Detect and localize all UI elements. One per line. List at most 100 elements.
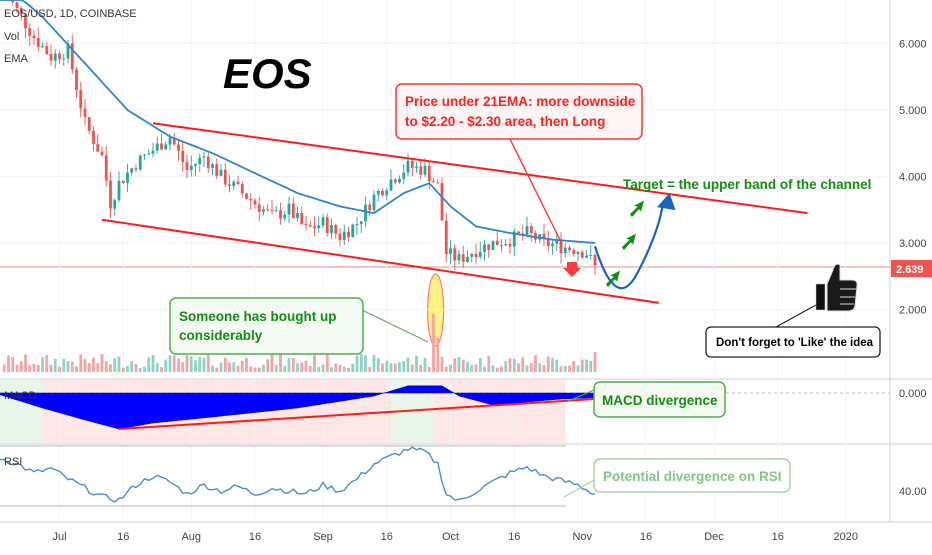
candle-body bbox=[461, 254, 465, 262]
candle-body bbox=[32, 35, 36, 39]
candle-body bbox=[62, 58, 66, 60]
time-tick-label: 16 bbox=[117, 531, 129, 543]
volume-bar bbox=[7, 355, 10, 372]
candle-body bbox=[368, 204, 372, 211]
volume-bar bbox=[211, 365, 214, 372]
candle-body bbox=[542, 233, 546, 239]
volume-bar bbox=[49, 364, 53, 372]
time-tick-label: 16 bbox=[640, 531, 652, 543]
candle-body bbox=[453, 248, 457, 261]
candle-body bbox=[398, 178, 401, 183]
candle-body bbox=[223, 169, 227, 185]
candle-body bbox=[393, 179, 397, 183]
candle-body bbox=[253, 200, 257, 205]
volume-bar bbox=[495, 367, 499, 372]
candle-body bbox=[334, 225, 338, 234]
volume-bar bbox=[385, 360, 389, 372]
rsi-tick-label: 40.00 bbox=[899, 486, 927, 498]
volume-bar bbox=[147, 357, 151, 372]
volume-bar bbox=[249, 366, 253, 372]
bearish-note-box bbox=[395, 83, 643, 140]
candle-body bbox=[559, 240, 563, 254]
candle-body bbox=[385, 190, 389, 196]
volume-bar bbox=[393, 363, 397, 372]
candle-body bbox=[427, 165, 431, 182]
channel-lower-line bbox=[101, 218, 659, 304]
time-tick-label: Aug bbox=[181, 531, 201, 543]
volume-bar bbox=[330, 367, 333, 372]
volume-bar bbox=[334, 363, 338, 372]
candle-body bbox=[211, 164, 214, 169]
candle-body bbox=[15, 2, 19, 8]
candle-body bbox=[287, 203, 291, 215]
candle-body bbox=[512, 231, 516, 247]
volume-bar bbox=[28, 365, 32, 372]
volume-bar bbox=[296, 363, 299, 372]
candle-body bbox=[147, 153, 151, 155]
candle-body bbox=[198, 157, 202, 165]
candle-body bbox=[177, 144, 180, 151]
candle-body bbox=[266, 209, 270, 211]
volume-bar bbox=[194, 360, 197, 372]
volume-bar bbox=[53, 358, 57, 372]
volume-bar bbox=[364, 355, 367, 372]
candle-body bbox=[11, 0, 15, 3]
candle-body bbox=[436, 182, 440, 184]
volume-bar bbox=[593, 352, 597, 372]
volume-bar bbox=[151, 354, 155, 372]
rsi-line bbox=[0, 446, 596, 503]
volume-bar bbox=[572, 361, 576, 372]
candle-body bbox=[249, 198, 253, 201]
volume-bar bbox=[117, 356, 121, 372]
candle-body bbox=[410, 160, 414, 168]
projection-arrow-head bbox=[657, 193, 676, 211]
candle-body bbox=[457, 254, 461, 261]
candle-body bbox=[283, 214, 287, 219]
candle-body bbox=[551, 243, 554, 247]
candle-body bbox=[576, 251, 580, 254]
candle-body bbox=[546, 238, 550, 247]
volume-bar bbox=[164, 359, 168, 372]
volume-bar bbox=[453, 358, 457, 372]
vol-indicator-label: Vol bbox=[4, 31, 20, 43]
candle-body bbox=[381, 190, 384, 196]
volume-bar bbox=[274, 365, 278, 372]
volume-bar bbox=[487, 355, 491, 372]
volume-bar bbox=[168, 355, 172, 372]
volume-bar bbox=[96, 362, 100, 372]
candle-body bbox=[245, 193, 248, 199]
macd-pane-label: MACD bbox=[4, 390, 36, 402]
candle-body bbox=[181, 150, 185, 163]
candle-body bbox=[500, 245, 503, 247]
candle-body bbox=[236, 181, 240, 185]
volume-bar bbox=[66, 361, 70, 372]
volume-bar bbox=[262, 364, 265, 372]
candle-body bbox=[585, 255, 588, 258]
volume-bar bbox=[75, 366, 78, 372]
volume-bar bbox=[92, 357, 95, 372]
volume-bar bbox=[143, 366, 146, 372]
time-tick-label: 16 bbox=[249, 531, 261, 543]
candle-body bbox=[257, 204, 261, 212]
candle-body bbox=[338, 233, 342, 241]
time-tick-label: Jul bbox=[52, 531, 66, 543]
volume-bar bbox=[542, 365, 546, 372]
up-arrow-icon bbox=[622, 233, 636, 251]
candle-body bbox=[321, 217, 325, 226]
candle-body bbox=[104, 155, 108, 181]
candle-body bbox=[593, 255, 597, 266]
candle-body bbox=[508, 244, 512, 247]
volume-bar bbox=[24, 354, 27, 372]
volume-bar bbox=[444, 366, 448, 372]
macd-bg-bear-2 bbox=[433, 380, 566, 443]
volume-bar bbox=[457, 356, 461, 372]
candle-body bbox=[126, 172, 129, 184]
volume-bar bbox=[228, 362, 231, 372]
candle-body bbox=[376, 190, 380, 195]
up-arrow-icon bbox=[630, 200, 644, 218]
candle-body bbox=[389, 179, 393, 191]
macd-divergence-line bbox=[118, 398, 596, 430]
volume-bar bbox=[585, 359, 588, 372]
like-note-pointer bbox=[775, 304, 817, 328]
candle-body bbox=[406, 160, 410, 173]
